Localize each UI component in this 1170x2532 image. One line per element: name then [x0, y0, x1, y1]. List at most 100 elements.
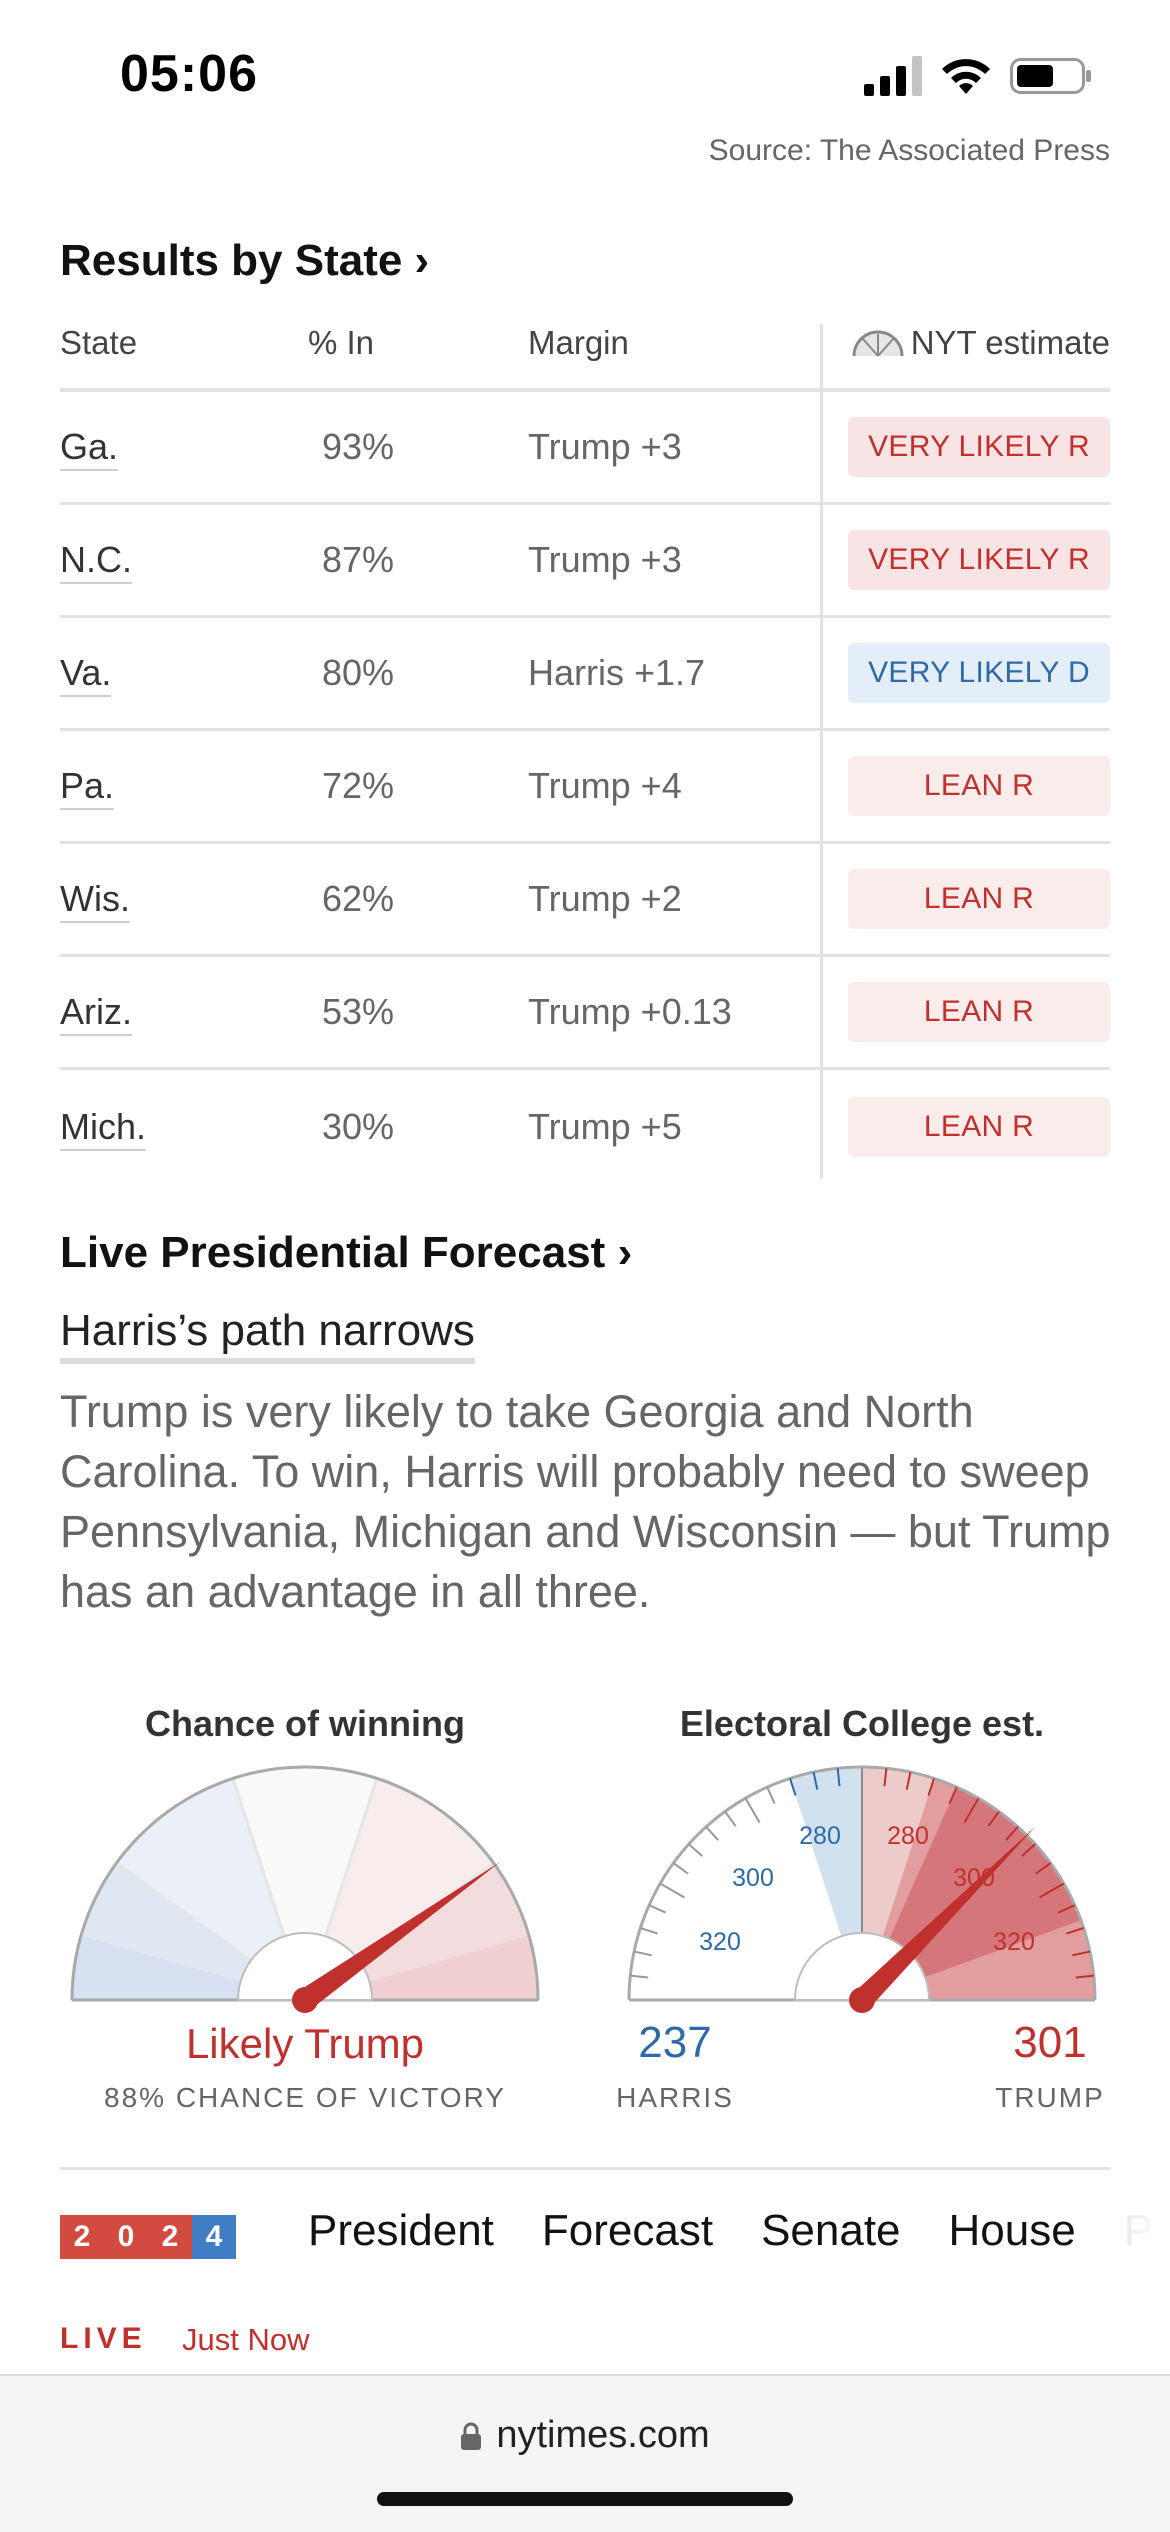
electoral-tick [1005, 1826, 1019, 1841]
electoral-tick [963, 1797, 980, 1823]
margin-cell: Trump +3 [528, 426, 682, 467]
state-name[interactable]: Va. [60, 652, 112, 697]
trump-label: TRUMP [995, 2082, 1105, 2113]
table-row[interactable]: Mich. 30% Trump +5 LEAN R [60, 1070, 1110, 1183]
margin-cell: Trump +2 [528, 878, 682, 919]
state-cell[interactable]: Wis. [60, 878, 308, 923]
margin-cell: Trump +0.13 [528, 991, 732, 1032]
trump-electoral-votes: 301 [1013, 2018, 1087, 2067]
chance-needle [298, 1861, 501, 2009]
electoral-needle-hub [849, 1987, 875, 2013]
home-indicator[interactable] [377, 2492, 793, 2506]
nav-item-senate[interactable]: Senate [761, 2206, 901, 2255]
state-cell[interactable]: Mich. [60, 1105, 308, 1151]
electoral-tick [883, 1768, 888, 1787]
chance-needle-hub [292, 1987, 318, 2013]
estimate-badge: VERY LIKELY R [848, 530, 1110, 590]
electoral-tick [724, 1810, 737, 1827]
header-estimate-label: NYT estimate [910, 324, 1110, 361]
estimate-badge: LEAN R [848, 1096, 1110, 1157]
electoral-tick [1072, 1950, 1091, 1957]
logo-digit: 0 [104, 2215, 148, 2259]
electoral-tick [789, 1778, 797, 1796]
nav-item-president[interactable]: President [308, 2206, 494, 2255]
electoral-tick [1035, 1862, 1052, 1875]
estimate-cell: LEAN R [818, 1096, 1110, 1157]
url-text: nytimes.com [496, 2414, 710, 2456]
trump-tick-label-280: 280 [887, 1822, 929, 1850]
chance-gauge-label: Likely Trump [185, 2020, 425, 2067]
state-cell[interactable]: Va. [60, 652, 308, 697]
nav-item-forecast[interactable]: Forecast [541, 2206, 714, 2255]
pct-in-cell: 93% [322, 426, 395, 467]
state-cell[interactable]: N.C. [60, 539, 308, 584]
state-name[interactable]: N.C. [60, 539, 132, 584]
table-row[interactable]: Ariz. 53% Trump +0.13 LEAN R [60, 957, 1110, 1070]
electoral-tick [927, 1778, 935, 1796]
table-row[interactable]: N.C. 87% Trump +3 VERY LIKELY R [60, 505, 1110, 618]
harris-tick-label-280: 280 [799, 1822, 841, 1850]
electoral-tick [1066, 1927, 1084, 1935]
electoral-tick [1039, 1882, 1065, 1899]
logo-digit: 4 [192, 2215, 236, 2259]
harris-tick-label-300: 300 [732, 1864, 774, 1892]
state-name[interactable]: Pa. [60, 765, 115, 810]
live-label: LIVE [60, 2322, 147, 2355]
header-estimate: NYT estimate [818, 324, 1110, 362]
table-row[interactable]: Va. 80% Harris +1.7 VERY LIKELY D [60, 618, 1110, 731]
table-column-divider [820, 324, 823, 1179]
source-credit: Source: The Associated Press [708, 134, 1110, 167]
chance-gauge [70, 1765, 540, 2013]
header-pct-in-label: % In [308, 324, 375, 361]
nav-2024-logo[interactable]: 2 0 2 4 [60, 2215, 236, 2259]
estimate-cell: LEAN R [818, 982, 1110, 1042]
estimate-badge: VERY LIKELY D [848, 643, 1110, 703]
electoral-tick [705, 1826, 719, 1841]
electoral-tick [1075, 1974, 1094, 1979]
nyt-needle-icon [852, 330, 904, 357]
table-header: State % In Margin NYT estimate [60, 324, 1110, 392]
url-display[interactable]: nytimes.com [0, 2414, 1170, 2457]
live-forecast-title[interactable]: Live Presidential Forecast › [60, 1228, 633, 1277]
electoral-tick [1021, 1843, 1036, 1857]
electoral-gauge: 320 300 280 280 300 320 [627, 1765, 1097, 2013]
section-divider [60, 2167, 1110, 2170]
status-bar: 05:06 [0, 0, 1170, 150]
harris-label: HARRIS [616, 2082, 734, 2113]
electoral-gauge-title: Electoral College est. [679, 1703, 1045, 1744]
state-cell[interactable]: Pa. [60, 765, 308, 810]
chance-gauge-title: Chance of winning [145, 1703, 465, 1744]
pct-in-cell: 72% [322, 765, 395, 806]
nav-item-house[interactable]: House [948, 2206, 1076, 2255]
status-icons [864, 54, 1092, 98]
table-row[interactable]: Pa. 72% Trump +4 LEAN R [60, 731, 1110, 844]
wifi-icon [942, 59, 990, 94]
electoral-needle [854, 1826, 1036, 2008]
electoral-tick [905, 1771, 912, 1790]
browser-address-bar[interactable]: nytimes.com [0, 2374, 1170, 2532]
estimate-cell: VERY LIKELY D [818, 643, 1110, 703]
estimate-badge: VERY LIKELY R [848, 417, 1110, 477]
state-cell[interactable]: Ga. [60, 426, 308, 471]
electoral-tick [744, 1797, 761, 1823]
cellular-signal-icon [864, 56, 922, 96]
pct-in-cell: 87% [322, 539, 395, 580]
harris-electoral-votes: 237 [638, 2018, 712, 2067]
state-name[interactable]: Ga. [60, 426, 119, 471]
margin-cell: Trump +4 [528, 765, 682, 806]
table-row[interactable]: Wis. 62% Trump +2 LEAN R [60, 844, 1110, 957]
margin-cell: Harris +1.7 [528, 652, 706, 693]
state-name[interactable]: Mich. [60, 1105, 147, 1151]
forecast-headline-link[interactable]: Harris’s path narrows [60, 1306, 475, 1364]
state-cell[interactable]: Ariz. [60, 991, 308, 1036]
chance-gauge-sublabel: 88% CHANCE OF VICTORY [104, 2082, 506, 2113]
electoral-tick [659, 1882, 685, 1899]
table-row[interactable]: Ga. 93% Trump +3 VERY LIKELY R [60, 392, 1110, 505]
estimate-cell: VERY LIKELY R [818, 530, 1110, 590]
state-name[interactable]: Ariz. [60, 991, 132, 1036]
results-by-state-title[interactable]: Results by State › [60, 236, 430, 285]
state-name[interactable]: Wis. [60, 878, 130, 923]
estimate-badge: LEAN R [848, 982, 1110, 1042]
estimate-cell: LEAN R [818, 756, 1110, 816]
estimate-badge: LEAN R [848, 756, 1110, 816]
